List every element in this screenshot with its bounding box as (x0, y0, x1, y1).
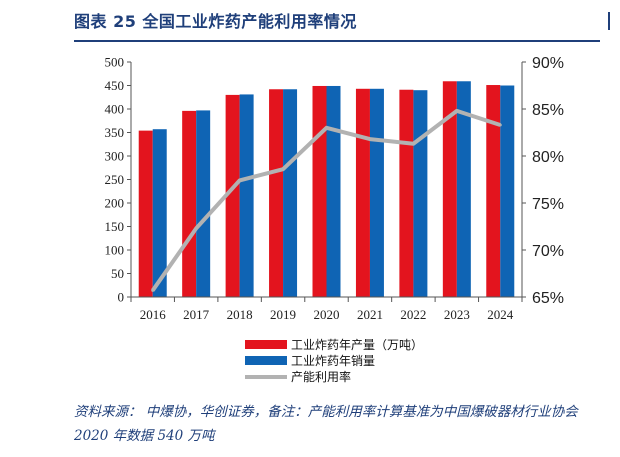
left-tick-label-250: 250 (105, 172, 125, 187)
left-tick-label-150: 150 (105, 219, 125, 234)
bar-production-2024 (486, 85, 501, 297)
bar-sales-2019 (283, 89, 298, 297)
bar-production-2020 (312, 85, 327, 297)
legend-swatch-production (245, 340, 287, 349)
bar-production-2018 (225, 94, 240, 298)
legend-label-production: 工业炸药年产量（万吨） (291, 338, 423, 352)
right-tick-label-2: 75% (532, 196, 564, 213)
bar-production-2021 (355, 88, 370, 297)
legend-swatch-sales (245, 356, 287, 365)
legend: 工业炸药年产量（万吨） 工业炸药年销量 产能利用率 (245, 338, 423, 384)
bar-production-2017 (182, 110, 197, 297)
utilization-point-2017 (194, 226, 198, 230)
legend-label-utilization: 产能利用率 (291, 369, 351, 384)
utilization-point-2021 (368, 137, 372, 141)
right-tick-label-3: 80% (532, 149, 564, 166)
x-tick-label-2020: 2020 (314, 307, 340, 322)
x-tick-label-2024: 2024 (487, 307, 514, 322)
x-tick-label-2021: 2021 (357, 307, 383, 322)
source-note: 资料来源： 中爆协，华创证券，备注：产能利用率计算基准为中国爆破器材行业协会 2… (74, 404, 578, 444)
legend-label-sales: 工业炸药年销量 (291, 354, 375, 368)
utilization-point-2019 (281, 167, 285, 171)
bar-sales-2018 (239, 94, 254, 298)
right-tick-label-4: 85% (532, 102, 564, 119)
left-tick-label-400: 400 (105, 102, 125, 117)
bar-sales-2021 (369, 88, 384, 297)
bar-production-2023 (442, 81, 457, 298)
right-tick-label-5: 90% (532, 55, 564, 72)
x-tick-label-2022: 2022 (400, 307, 426, 322)
bar-production-2019 (269, 89, 284, 297)
chart-title: 图表 25 全国工业炸药产能利用率情况 (74, 12, 357, 31)
left-tick-label-100: 100 (105, 243, 125, 258)
adjacent-panel-edge (608, 12, 620, 30)
utilization-point-2020 (325, 126, 328, 130)
utilization-point-2018 (238, 178, 242, 182)
x-tick-label-2018: 2018 (227, 307, 253, 322)
left-tick-label-0: 0 (118, 290, 125, 305)
left-tick-label-200: 200 (105, 196, 125, 211)
bar-production-2016 (138, 130, 153, 297)
left-tick-label-500: 500 (105, 55, 125, 70)
utilization-line-layer (151, 108, 502, 292)
x-tick-label-2016: 2016 (140, 307, 167, 322)
chart: 0 50 100 150 200 250 300 350 400 450 500 65% 70% 75% 8… (105, 55, 565, 385)
right-tick-label-1: 70% (532, 243, 564, 260)
title-underline (74, 40, 600, 42)
bars-layer (138, 81, 515, 298)
bar-sales-2017 (196, 110, 211, 297)
left-tick-label-300: 300 (105, 149, 125, 164)
axes-layer: 0 50 100 150 200 250 300 350 400 450 500 65% 70% 75% 8… (105, 55, 565, 323)
left-tick-label-50: 50 (111, 266, 124, 281)
bar-sales-2023 (456, 81, 471, 298)
x-tick-label-2017: 2017 (183, 307, 210, 322)
utilization-point-2023 (455, 109, 459, 113)
left-tick-label-450: 450 (105, 78, 125, 93)
left-tick-label-350: 350 (105, 125, 125, 140)
right-tick-label-0: 65% (532, 290, 564, 307)
x-tick-label-2019: 2019 (270, 307, 296, 322)
utilization-point-2022 (411, 142, 415, 146)
bar-sales-2024 (500, 85, 515, 297)
bar-production-2022 (399, 89, 414, 297)
utilization-point-2016 (151, 288, 155, 292)
bar-sales-2016 (152, 129, 167, 297)
bar-sales-2022 (413, 90, 428, 297)
bar-sales-2020 (326, 85, 341, 297)
utilization-point-2024 (498, 123, 502, 127)
x-tick-label-2023: 2023 (444, 307, 470, 322)
